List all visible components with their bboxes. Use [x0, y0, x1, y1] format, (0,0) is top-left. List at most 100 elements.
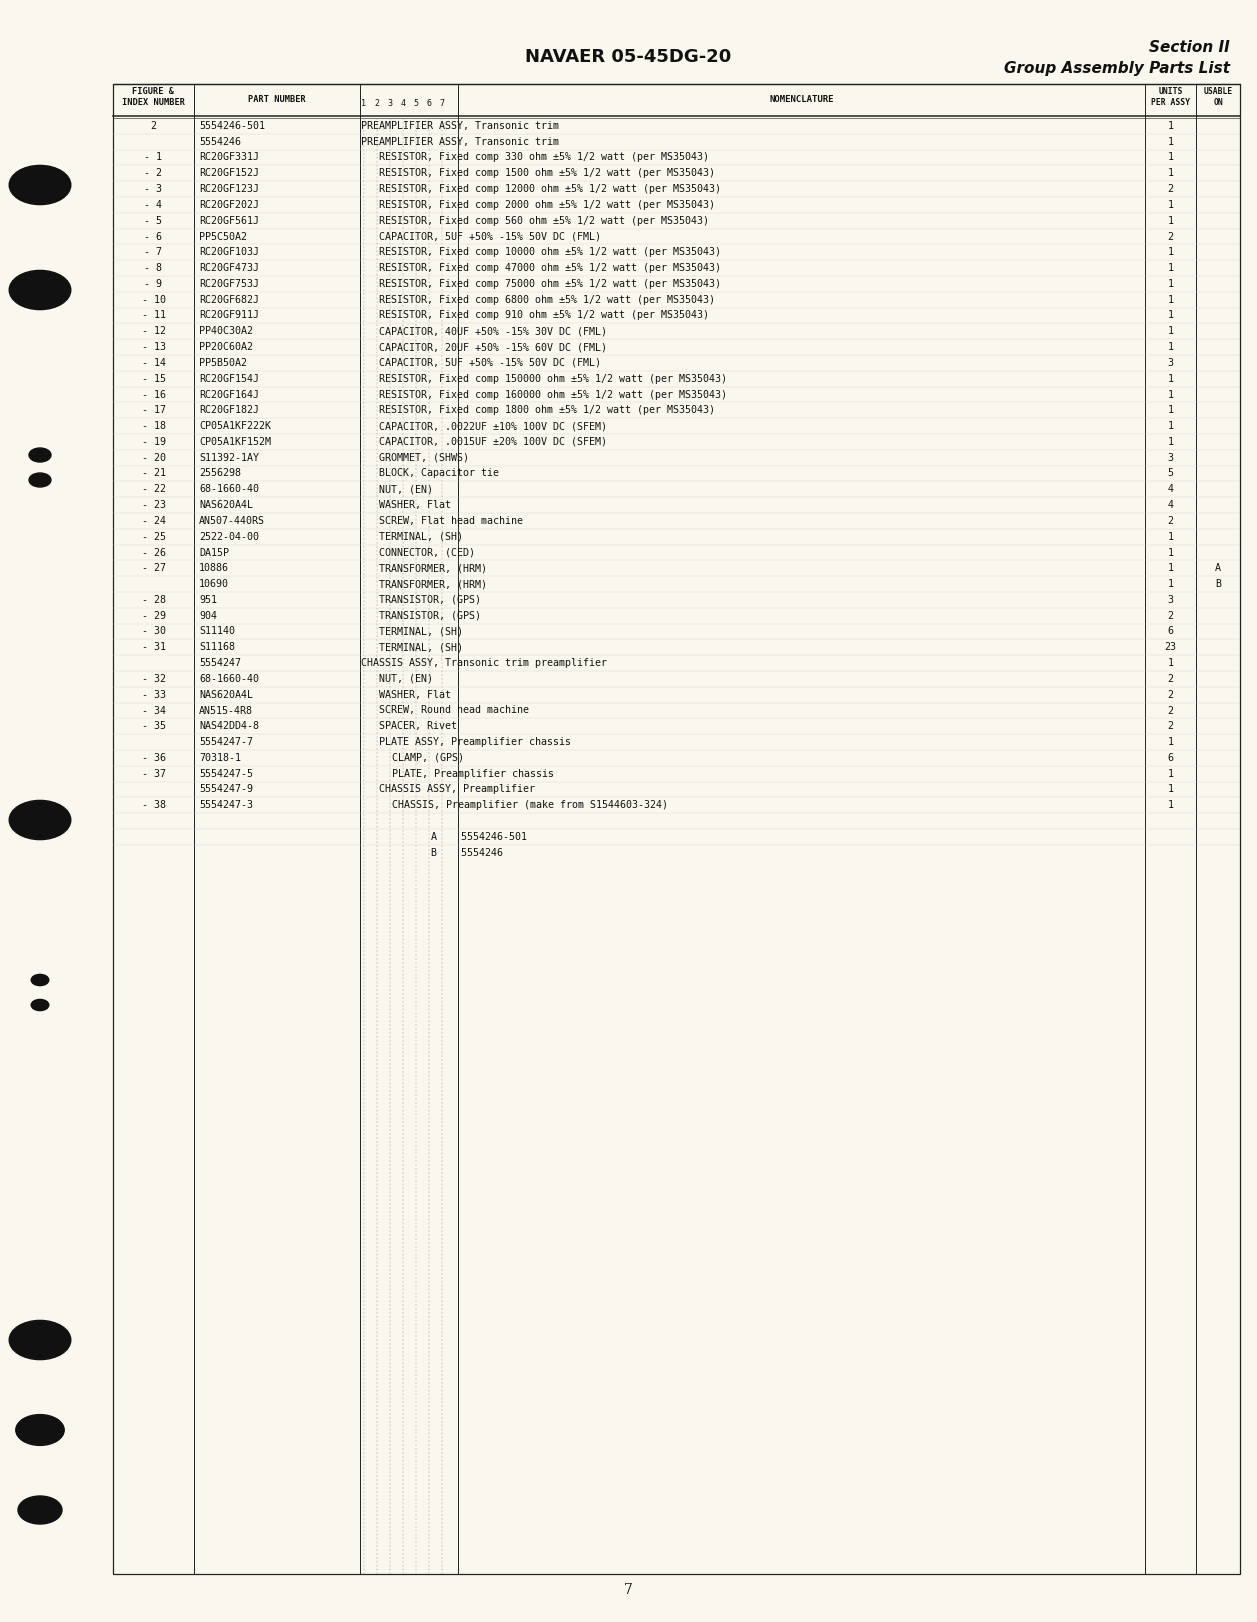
Text: 1: 1	[1168, 800, 1174, 811]
Text: 5554247-5: 5554247-5	[199, 769, 253, 779]
Text: RESISTOR, Fixed comp 330 ohm ±5% 1/2 watt (per MS35043): RESISTOR, Fixed comp 330 ohm ±5% 1/2 wat…	[380, 152, 709, 162]
Text: B: B	[1216, 579, 1221, 589]
Text: 3: 3	[1168, 595, 1174, 605]
Text: RC20GF123J: RC20GF123J	[199, 185, 259, 195]
Text: - 36: - 36	[142, 753, 166, 762]
Text: RESISTOR, Fixed comp 910 ohm ±5% 1/2 watt (per MS35043): RESISTOR, Fixed comp 910 ohm ±5% 1/2 wat…	[380, 310, 709, 321]
Text: 2: 2	[1168, 185, 1174, 195]
Text: - 15: - 15	[142, 373, 166, 384]
Text: RESISTOR, Fixed comp 6800 ohm ±5% 1/2 watt (per MS35043): RESISTOR, Fixed comp 6800 ohm ±5% 1/2 wa…	[380, 295, 715, 305]
Text: - 13: - 13	[142, 342, 166, 352]
Text: 4: 4	[1168, 485, 1174, 495]
Text: PP5B50A2: PP5B50A2	[199, 358, 246, 368]
Text: CHASSIS, Preamplifier (make from S1544603-324): CHASSIS, Preamplifier (make from S154460…	[392, 800, 667, 811]
Text: 2: 2	[1168, 611, 1174, 621]
Bar	[113, 84, 1239, 117]
Text: NOMENCLATURE: NOMENCLATURE	[769, 96, 833, 104]
Text: FIGURE &
INDEX NUMBER: FIGURE & INDEX NUMBER	[122, 86, 185, 107]
Text: CAPACITOR, 20UF +50% -15% 60V DC (FML): CAPACITOR, 20UF +50% -15% 60V DC (FML)	[380, 342, 607, 352]
Text: 3: 3	[1168, 453, 1174, 462]
Text: - 7: - 7	[145, 247, 162, 258]
Text: - 35: - 35	[142, 722, 166, 732]
Text: PP20C60A2: PP20C60A2	[199, 342, 253, 352]
Text: 1: 1	[1168, 216, 1174, 225]
Text: 5554247-3: 5554247-3	[199, 800, 253, 811]
Text: 68-1660-40: 68-1660-40	[199, 485, 259, 495]
Text: TRANSISTOR, (GPS): TRANSISTOR, (GPS)	[380, 595, 481, 605]
Text: RC20GF682J: RC20GF682J	[199, 295, 259, 305]
Ellipse shape	[9, 1320, 70, 1359]
Text: 1: 1	[1168, 295, 1174, 305]
Text: - 25: - 25	[142, 532, 166, 542]
Text: NUT, (EN): NUT, (EN)	[380, 673, 432, 684]
Text: AN515-4R8: AN515-4R8	[199, 706, 253, 715]
Text: 5554246-501: 5554246-501	[199, 122, 265, 131]
Text: 1: 1	[1168, 436, 1174, 448]
Text: 2: 2	[151, 122, 157, 131]
Text: 1: 1	[1168, 736, 1174, 748]
Text: CAPACITOR, 5UF +50% -15% 50V DC (FML): CAPACITOR, 5UF +50% -15% 50V DC (FML)	[380, 232, 601, 242]
Text: CAPACITOR, 40UF +50% -15% 30V DC (FML): CAPACITOR, 40UF +50% -15% 30V DC (FML)	[380, 326, 607, 336]
Text: GROMMET, (SHWS): GROMMET, (SHWS)	[380, 453, 469, 462]
Text: 1: 1	[1168, 785, 1174, 795]
Text: 5554247-7: 5554247-7	[199, 736, 253, 748]
Text: RESISTOR, Fixed comp 75000 ohm ±5% 1/2 watt (per MS35043): RESISTOR, Fixed comp 75000 ohm ±5% 1/2 w…	[380, 279, 722, 289]
Text: - 8: - 8	[145, 263, 162, 272]
Text: - 20: - 20	[142, 453, 166, 462]
Ellipse shape	[31, 999, 49, 1011]
Text: TERMINAL, (SH): TERMINAL, (SH)	[380, 626, 463, 636]
Text: 5554247-9: 5554247-9	[199, 785, 253, 795]
Text: RC20GF202J: RC20GF202J	[199, 200, 259, 209]
Text: - 24: - 24	[142, 516, 166, 526]
Text: - 32: - 32	[142, 673, 166, 684]
Text: UNITS
PER ASSY: UNITS PER ASSY	[1151, 86, 1190, 107]
Text: - 9: - 9	[145, 279, 162, 289]
Text: 70318-1: 70318-1	[199, 753, 241, 762]
Text: 68-1660-40: 68-1660-40	[199, 673, 259, 684]
Text: 2: 2	[1168, 516, 1174, 526]
Text: 10690: 10690	[199, 579, 229, 589]
Ellipse shape	[29, 448, 52, 462]
Text: RESISTOR, Fixed comp 150000 ohm ±5% 1/2 watt (per MS35043): RESISTOR, Fixed comp 150000 ohm ±5% 1/2 …	[380, 373, 727, 384]
Text: BLOCK, Capacitor tie: BLOCK, Capacitor tie	[380, 469, 499, 478]
Text: RC20GF331J: RC20GF331J	[199, 152, 259, 162]
Text: - 38: - 38	[142, 800, 166, 811]
Text: 1: 1	[1168, 548, 1174, 558]
Text: 7: 7	[440, 99, 445, 107]
Text: 1: 1	[1168, 532, 1174, 542]
Text: 1: 1	[362, 99, 367, 107]
Text: CAPACITOR, .0015UF ±20% 100V DC (SFEM): CAPACITOR, .0015UF ±20% 100V DC (SFEM)	[380, 436, 607, 448]
Text: RC20GF473J: RC20GF473J	[199, 263, 259, 272]
Text: NAS42DD4-8: NAS42DD4-8	[199, 722, 259, 732]
Text: TERMINAL, (SH): TERMINAL, (SH)	[380, 642, 463, 652]
Text: - 12: - 12	[142, 326, 166, 336]
Text: 1: 1	[1168, 659, 1174, 668]
Text: RC20GF561J: RC20GF561J	[199, 216, 259, 225]
Text: - 19: - 19	[142, 436, 166, 448]
Text: RESISTOR, Fixed comp 560 ohm ±5% 1/2 watt (per MS35043): RESISTOR, Fixed comp 560 ohm ±5% 1/2 wat…	[380, 216, 709, 225]
Text: 2: 2	[1168, 673, 1174, 684]
Ellipse shape	[9, 800, 70, 840]
Text: Group Assembly Parts List: Group Assembly Parts List	[1004, 60, 1231, 76]
Text: - 28: - 28	[142, 595, 166, 605]
Text: RC20GF164J: RC20GF164J	[199, 389, 259, 399]
Text: S11392-1AY: S11392-1AY	[199, 453, 259, 462]
Text: NAS620A4L: NAS620A4L	[199, 500, 253, 509]
Text: CONNECTOR, (CED): CONNECTOR, (CED)	[380, 548, 475, 558]
Text: SPACER, Rivet: SPACER, Rivet	[380, 722, 458, 732]
Text: NUT, (EN): NUT, (EN)	[380, 485, 432, 495]
Text: 2522-04-00: 2522-04-00	[199, 532, 259, 542]
Text: 6: 6	[1168, 753, 1174, 762]
Text: - 29: - 29	[142, 611, 166, 621]
Ellipse shape	[18, 1495, 62, 1525]
Text: 1: 1	[1168, 310, 1174, 321]
Text: RESISTOR, Fixed comp 1500 ohm ±5% 1/2 watt (per MS35043): RESISTOR, Fixed comp 1500 ohm ±5% 1/2 wa…	[380, 169, 715, 178]
Text: 23: 23	[1164, 642, 1177, 652]
Text: 2: 2	[1168, 706, 1174, 715]
Text: 1: 1	[1168, 152, 1174, 162]
Text: NAVAER 05-45DG-20: NAVAER 05-45DG-20	[525, 49, 732, 67]
Text: SCREW, Round head machine: SCREW, Round head machine	[380, 706, 529, 715]
Text: - 16: - 16	[142, 389, 166, 399]
Text: - 31: - 31	[142, 642, 166, 652]
Text: CHASSIS ASSY, Preamplifier: CHASSIS ASSY, Preamplifier	[380, 785, 535, 795]
